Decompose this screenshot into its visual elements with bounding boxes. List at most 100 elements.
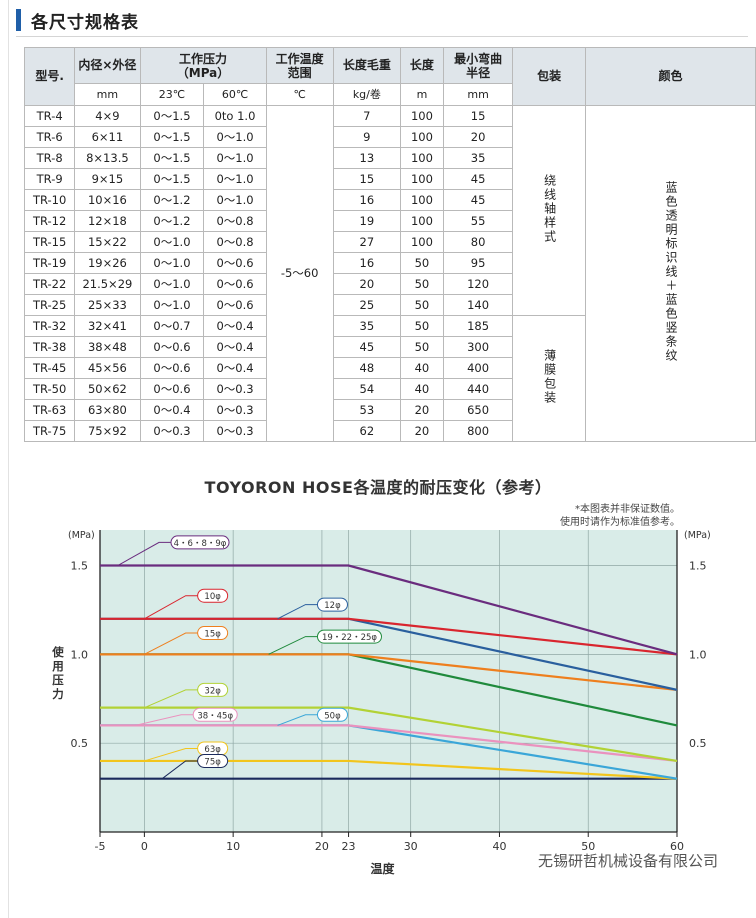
y-axis-label-char: 用	[51, 659, 64, 673]
cell-size: 50×62	[74, 378, 141, 400]
legend-leader	[144, 689, 198, 709]
cell-pressure-23: 0～1.0	[139, 231, 205, 253]
cell-pressure-23: 0～0.6	[139, 336, 205, 358]
cell-pressure-23: 0～0.6	[139, 357, 205, 379]
cell-pressure-60: 0～0.6	[203, 273, 267, 295]
cell-length: 50	[399, 252, 444, 274]
cell-pressure-60: 0～0.4	[203, 357, 267, 379]
cell-weight: 48	[332, 357, 401, 379]
cell-pressure-23: 0～0.7	[139, 315, 205, 337]
legend-label: 32φ	[204, 686, 221, 696]
table-row: TR-32 32×41 0～0.7 0～0.4 35 50 185 薄膜包装	[23, 315, 756, 442]
cell-model: TR-12	[23, 210, 76, 232]
series-line	[100, 724, 678, 763]
cell-bend: 400	[442, 357, 514, 379]
cell-model: TR-45	[23, 357, 76, 379]
y-tick-label-right: 1.5	[689, 560, 707, 573]
cell-bend: 95	[442, 252, 514, 274]
legend-label: 19・22・25φ	[322, 633, 377, 643]
legend-label: 50φ	[324, 711, 341, 721]
cell-length: 50	[399, 273, 444, 295]
cell-weight: 16	[332, 252, 401, 274]
x-tick-label: 0	[141, 840, 148, 853]
unit-bend: mm	[442, 83, 514, 106]
table-row: TR-38 38×48 0～0.6 0～0.4 45 50 300	[23, 336, 756, 358]
legend-label: 75φ	[204, 757, 221, 767]
cell-pressure-60: 0～0.4	[203, 336, 267, 358]
cell-bend: 140	[442, 294, 514, 316]
unit-diameter: mm	[74, 83, 141, 106]
cell-model: TR-38	[23, 336, 76, 358]
cell-length: 40	[399, 378, 444, 400]
header-weight: 长度毛重	[332, 47, 401, 84]
table-row: TR-19 19×26 0～1.0 0～0.6 16 50 95	[23, 252, 756, 274]
cell-model: TR-25	[23, 294, 76, 316]
cell-weight: 9	[332, 126, 401, 148]
cell-pressure-23: 0～1.5	[139, 168, 205, 190]
cell-pressure-60: 0～1.0	[203, 189, 267, 211]
cell-pressure-60: 0～0.3	[203, 399, 267, 421]
cell-model: TR-63	[23, 399, 76, 421]
cell-length: 50	[399, 336, 444, 358]
table-row: TR-12 12×18 0～1.2 0～0.8 19 100 55	[23, 210, 756, 232]
cell-length: 40	[399, 357, 444, 379]
cell-model: TR-22	[23, 273, 76, 295]
cell-bend: 35	[442, 147, 514, 169]
header-length: 长度	[399, 47, 444, 84]
series-line	[100, 564, 678, 656]
cell-weight: 7	[332, 105, 401, 127]
cell-pressure-60: 0to 1.0	[203, 105, 267, 127]
cell-size: 25×33	[74, 294, 141, 316]
cell-bend: 45	[442, 168, 514, 190]
legend-leader	[144, 632, 198, 655]
cell-pressure-60: 0～0.3	[203, 378, 267, 400]
cell-bend: 300	[442, 336, 514, 358]
cell-weight: 53	[332, 399, 401, 421]
cell-model: TR-4	[23, 105, 76, 127]
legend-tag	[316, 597, 348, 612]
cell-size: 8×13.5	[74, 147, 141, 169]
plot-area	[100, 530, 677, 832]
chart-title: TOYORON HOSE各温度的耐压变化（参考）	[204, 478, 552, 497]
y-tick-label-left: 0.5	[71, 737, 89, 750]
legend-tag	[316, 629, 382, 644]
cell-size: 32×41	[74, 315, 141, 337]
unit-pressure-60: 60℃	[203, 83, 267, 106]
section-accent-bar	[16, 9, 21, 31]
cell-bend: 20	[442, 126, 514, 148]
cell-pressure-23: 0～1.5	[139, 105, 205, 127]
cell-size: 38×48	[74, 336, 141, 358]
y-axis-label-char: 压	[52, 673, 64, 687]
cell-bend: 55	[442, 210, 514, 232]
y-unit-right: (MPa)	[684, 530, 711, 541]
cell-pressure-23: 0～1.0	[139, 252, 205, 274]
table-row: TR-50 50×62 0～0.6 0～0.3 54 40 440	[23, 378, 756, 400]
series-line	[100, 706, 678, 763]
cell-package-film: 薄膜包装	[512, 315, 586, 442]
legend-label: 63φ	[204, 745, 221, 755]
cell-length: 20	[399, 399, 444, 421]
legend-tag	[197, 588, 229, 603]
cell-weight: 35	[332, 315, 401, 337]
cell-weight: 27	[332, 231, 401, 253]
unit-pressure-23: 23℃	[139, 83, 205, 106]
cell-pressure-23: 0～1.0	[139, 273, 205, 295]
unit-length: m	[399, 83, 444, 106]
legend-tag	[197, 753, 229, 768]
chart-note-line-1: *本图表并非保证数值。	[575, 504, 680, 515]
cell-bend: 650	[442, 399, 514, 421]
cell-bend: 45	[442, 189, 514, 211]
x-axis-label: 温度	[370, 861, 395, 876]
legend-leader	[144, 595, 198, 620]
cell-pressure-60: 0～0.8	[203, 231, 267, 253]
cell-pressure-23: 0～1.2	[139, 210, 205, 232]
series-line	[100, 653, 678, 691]
table-row: TR-4 4×9 0～1.5 0to 1.0 -5～60 7 100 15 绕线轴样式 蓝色透明标…	[23, 105, 756, 442]
cell-weight: 13	[332, 147, 401, 169]
table-row: TR-15 15×22 0～1.0 0～0.8 27 100 80	[23, 231, 756, 253]
legend-label: 4・6・8・9φ	[174, 539, 227, 549]
x-tick-label: 20	[315, 840, 329, 853]
cell-length: 100	[399, 189, 444, 211]
spec-table: 型号. 内径×外径 工作压力 （MPa） 工作温度 范围 长度毛重 长度 最小弯…	[23, 47, 756, 442]
cell-pressure-60: 0～1.0	[203, 126, 267, 148]
